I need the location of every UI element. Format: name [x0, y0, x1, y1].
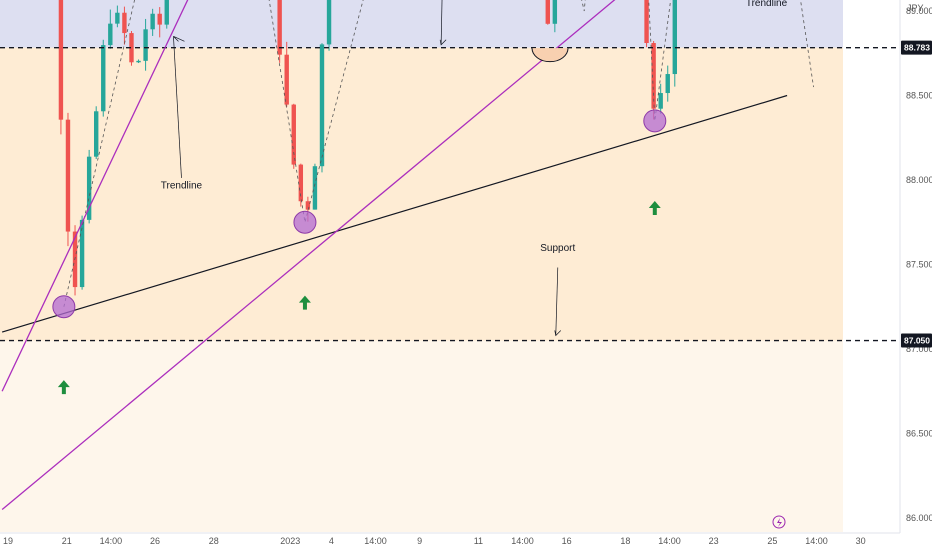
- candle-body: [644, 0, 649, 44]
- price-axis-bg: [900, 0, 932, 550]
- trendline: [1, 0, 616, 511]
- lightning-icon: [772, 515, 786, 529]
- annotation-pointer-head: [554, 330, 562, 337]
- time-tick-label: 14:00: [805, 536, 828, 546]
- zigzag-paths: [63, 0, 814, 307]
- price-tick-label: 87.000: [906, 344, 932, 354]
- time-axis-bg: [0, 533, 932, 550]
- candle-body: [129, 33, 134, 63]
- trendline: [1, 0, 189, 392]
- time-tick-label: 14:00: [511, 536, 534, 546]
- annotation-pointer-head: [173, 36, 185, 42]
- swing-point-circle: [643, 109, 667, 133]
- swing-point-circle: [293, 210, 317, 234]
- time-tick-label: 21: [62, 536, 72, 546]
- candle-body: [665, 74, 670, 94]
- up-arrow-icon: [298, 295, 311, 310]
- time-tick-label: 26: [150, 536, 160, 546]
- price-tick-label: 86.000: [906, 513, 932, 523]
- time-tick-label: 30: [856, 536, 866, 546]
- time-tick-label: 18: [620, 536, 630, 546]
- level-price-label: 87.050: [904, 336, 930, 346]
- level-price-label: 88.783: [904, 43, 930, 53]
- candle-body: [552, 0, 558, 24]
- time-tick-label: 14:00: [364, 536, 387, 546]
- annotation-label: Trendline: [161, 180, 203, 191]
- price-tick-label: 89.000: [906, 6, 932, 16]
- candle-body: [305, 201, 311, 210]
- time-tick-label: 16: [562, 536, 572, 546]
- time-tick-label: 19: [3, 536, 13, 546]
- candle-body: [58, 0, 64, 120]
- candle-body: [101, 45, 106, 112]
- swing-point-circle: [52, 295, 76, 319]
- annotation-pointer-head: [439, 39, 447, 46]
- candle-body: [319, 44, 325, 167]
- annotation-pointer: [173, 36, 182, 178]
- bottom-arc: [531, 48, 569, 63]
- candle-body: [86, 156, 92, 220]
- drawn-lines: [0, 0, 900, 511]
- candle-body: [136, 60, 141, 63]
- candle-body: [157, 13, 162, 25]
- support-zone: [0, 0, 843, 48]
- candle-body: [79, 219, 85, 288]
- candle-body: [150, 13, 155, 30]
- level-price-tag: [901, 40, 932, 55]
- zigzag-path: [63, 0, 814, 307]
- price-tick-label: 86.500: [906, 429, 932, 439]
- pattern-markers: [52, 48, 667, 395]
- candle-body: [672, 0, 677, 75]
- price-axis[interactable]: JPY93.00092.50092.00091.50091.00090.5009…: [899, 0, 932, 550]
- lower-zone: [0, 47, 843, 341]
- time-tick-label: 11: [474, 536, 483, 546]
- time-tick-label: 4: [329, 536, 334, 546]
- candle-body: [545, 0, 550, 24]
- time-tick-label: 14:00: [100, 536, 123, 546]
- candle-body: [312, 166, 318, 210]
- time-tick-label: 23: [709, 536, 719, 546]
- up-arrow-icon: [57, 380, 70, 395]
- level-price-tag: [901, 333, 932, 348]
- time-axis[interactable]: 19 21 14:00 26 28 2023 4 14:00 9 11 14:00 16 18 14:00…: [0, 532, 932, 550]
- time-tick-label: 2023: [280, 536, 300, 546]
- price-tick-label: 88.000: [906, 175, 932, 185]
- time-tick-label: 25: [767, 536, 777, 546]
- candle-body: [115, 12, 120, 24]
- base-zone: [0, 340, 843, 532]
- candle-body: [122, 12, 127, 34]
- zone-bands: [0, 0, 843, 532]
- currency-label: JPY: [907, 3, 924, 13]
- candle-body: [94, 111, 99, 157]
- candle-body: [658, 93, 663, 109]
- candle-body: [143, 29, 148, 61]
- channel-lower-line: [1, 94, 788, 333]
- annotation-pointer: [440, 0, 443, 45]
- up-arrow-icon: [648, 201, 661, 216]
- lightning-icon-glyph: [777, 518, 782, 527]
- price-tick-label: 88.500: [906, 91, 932, 101]
- time-tick-label: 9: [417, 536, 422, 546]
- candle-body: [651, 43, 656, 109]
- candle-body: [65, 119, 71, 232]
- annotation-label: Support: [540, 243, 575, 254]
- candle-body: [326, 0, 332, 45]
- time-tick-label: 28: [209, 536, 219, 546]
- candle-body: [291, 104, 296, 165]
- annotation-labels: ResistanceAscending channelSupportSuppor…: [161, 0, 788, 529]
- annotation-label: Trendline: [746, 0, 788, 9]
- time-tick-label: 14:00: [658, 536, 681, 546]
- candle-body: [298, 164, 304, 202]
- candle-body: [164, 0, 169, 25]
- candle-body: [108, 23, 113, 46]
- candle-body: [284, 54, 289, 105]
- annotation-pointer: [555, 267, 559, 336]
- price-tick-label: 87.500: [906, 260, 932, 270]
- candle-body: [277, 0, 282, 55]
